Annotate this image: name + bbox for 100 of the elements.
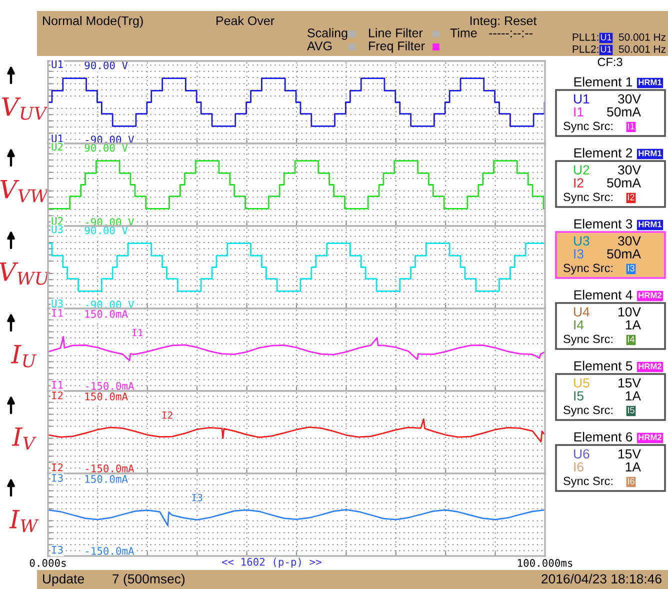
text: U3 xyxy=(574,236,590,246)
x-tick-label: 0.000s xyxy=(30,559,66,567)
text: I3 xyxy=(628,265,634,272)
y-axis-title: I$_{V}$ xyxy=(12,428,36,450)
text: Element 1 xyxy=(574,76,632,87)
text: 50mA xyxy=(607,249,641,259)
y-tick-label: 150.0mA xyxy=(85,392,128,400)
line-series xyxy=(48,336,545,362)
text: U2 xyxy=(574,165,590,175)
y-axis-title: V$_{VW}$ xyxy=(0,180,50,202)
text: Sync Src: xyxy=(564,334,612,346)
text: I5 xyxy=(574,391,584,401)
text: HRM1 xyxy=(638,79,662,86)
text: I4 xyxy=(574,320,584,330)
text: Peak Over xyxy=(216,16,274,26)
text: I2 xyxy=(628,194,634,200)
text: HRM1 xyxy=(638,150,662,156)
text: I1 xyxy=(628,123,634,130)
text: Integ: Reset xyxy=(470,16,537,28)
text: I4 xyxy=(628,336,634,342)
text: I3 xyxy=(52,474,63,482)
series-label: I1 xyxy=(52,309,63,317)
text: Sync Src: xyxy=(564,406,612,417)
text: 1A xyxy=(626,462,641,472)
text: Line Filter xyxy=(369,28,423,38)
text: Normal Mode(Trg) xyxy=(43,16,143,28)
text: U1 xyxy=(574,94,590,104)
text: I2 xyxy=(52,391,63,400)
text: Element 6 xyxy=(574,432,632,442)
y-axis-title: I$_{W}$ xyxy=(9,510,39,532)
text: I1 xyxy=(574,107,584,116)
text: Freq Filter xyxy=(369,41,425,53)
text: I2 xyxy=(52,463,63,472)
text: Sync Src: xyxy=(564,192,612,204)
text: 50.001 Hz xyxy=(618,45,666,53)
text: U1 xyxy=(52,134,63,142)
series-label: U3 xyxy=(52,225,63,234)
text: U3 xyxy=(52,300,63,308)
text: U1 xyxy=(600,46,612,52)
text: 30V xyxy=(618,94,641,104)
y-tick-label: -150.0mA xyxy=(86,382,134,390)
text: I3 xyxy=(52,546,63,554)
text: HRM2 xyxy=(638,292,662,298)
text: 10V xyxy=(618,307,641,317)
text: 15V xyxy=(618,378,641,388)
series-label: U1 xyxy=(52,60,63,68)
x-tick-label: 100.000ms xyxy=(518,559,572,567)
text: 1A xyxy=(626,320,641,330)
y-tick-label: -150.0mA xyxy=(86,546,134,555)
y-axis-title: I$_{U}$ xyxy=(10,345,37,368)
text: HRM2 xyxy=(638,434,662,440)
text: 15V xyxy=(618,449,641,459)
text: I3 xyxy=(574,249,584,259)
text: AVG xyxy=(307,42,332,50)
text: -----:--:-- xyxy=(489,30,532,38)
text: 50mA xyxy=(607,107,641,117)
text: HRM1 xyxy=(638,221,662,228)
text: I2 xyxy=(574,178,584,188)
text: Sync Src: xyxy=(564,122,612,133)
text: Element 2 xyxy=(574,148,632,158)
text: I1 xyxy=(52,381,63,389)
y-tick-label: 90.00 V xyxy=(84,144,128,152)
text: Element 4 xyxy=(574,290,632,300)
text: 50mA xyxy=(607,178,641,188)
line-series xyxy=(48,418,545,443)
text: Update xyxy=(43,574,84,586)
text: CF:3 xyxy=(598,58,622,66)
y-tick-label: 90.00 V xyxy=(84,61,128,70)
text: 2016/04/23 18:18:46 xyxy=(542,574,662,584)
y-tick-label: -150.0mA xyxy=(86,464,134,472)
annotation: I3 xyxy=(192,494,202,502)
text: 30V xyxy=(618,236,641,246)
annotation: I1 xyxy=(132,329,143,336)
text: Scaling xyxy=(308,28,348,40)
line-series xyxy=(48,509,545,526)
text: Element 3 xyxy=(574,218,632,229)
text: 30V xyxy=(618,165,641,175)
text: Sync Src: xyxy=(564,264,612,275)
text: I6 xyxy=(628,478,634,484)
text: U4 xyxy=(574,307,590,317)
text: Time xyxy=(450,28,477,38)
series-label: U2 xyxy=(52,217,63,225)
text: U5 xyxy=(574,378,590,388)
text: << 1602 (p-p) >> xyxy=(222,558,322,568)
text: I5 xyxy=(628,407,634,414)
text: U6 xyxy=(574,449,590,459)
annotation: I2 xyxy=(162,411,172,419)
text: 7 (500msec) xyxy=(112,574,185,586)
text: 1A xyxy=(626,391,641,400)
y-tick-label: 150.0mA xyxy=(85,475,128,483)
y-axis-title: V$_{UV}$ xyxy=(2,98,48,120)
text: HRM2 xyxy=(638,363,662,370)
text: 50.001 Hz xyxy=(618,33,666,41)
text: U1 xyxy=(600,34,612,40)
y-tick-label: 150.0mA xyxy=(85,310,128,318)
y-tick-label: 90.00 V xyxy=(84,226,128,234)
text: U2 xyxy=(52,142,63,151)
text: Sync Src: xyxy=(564,476,612,488)
text: Element 5 xyxy=(574,360,632,371)
text: PLL1: xyxy=(572,34,598,41)
